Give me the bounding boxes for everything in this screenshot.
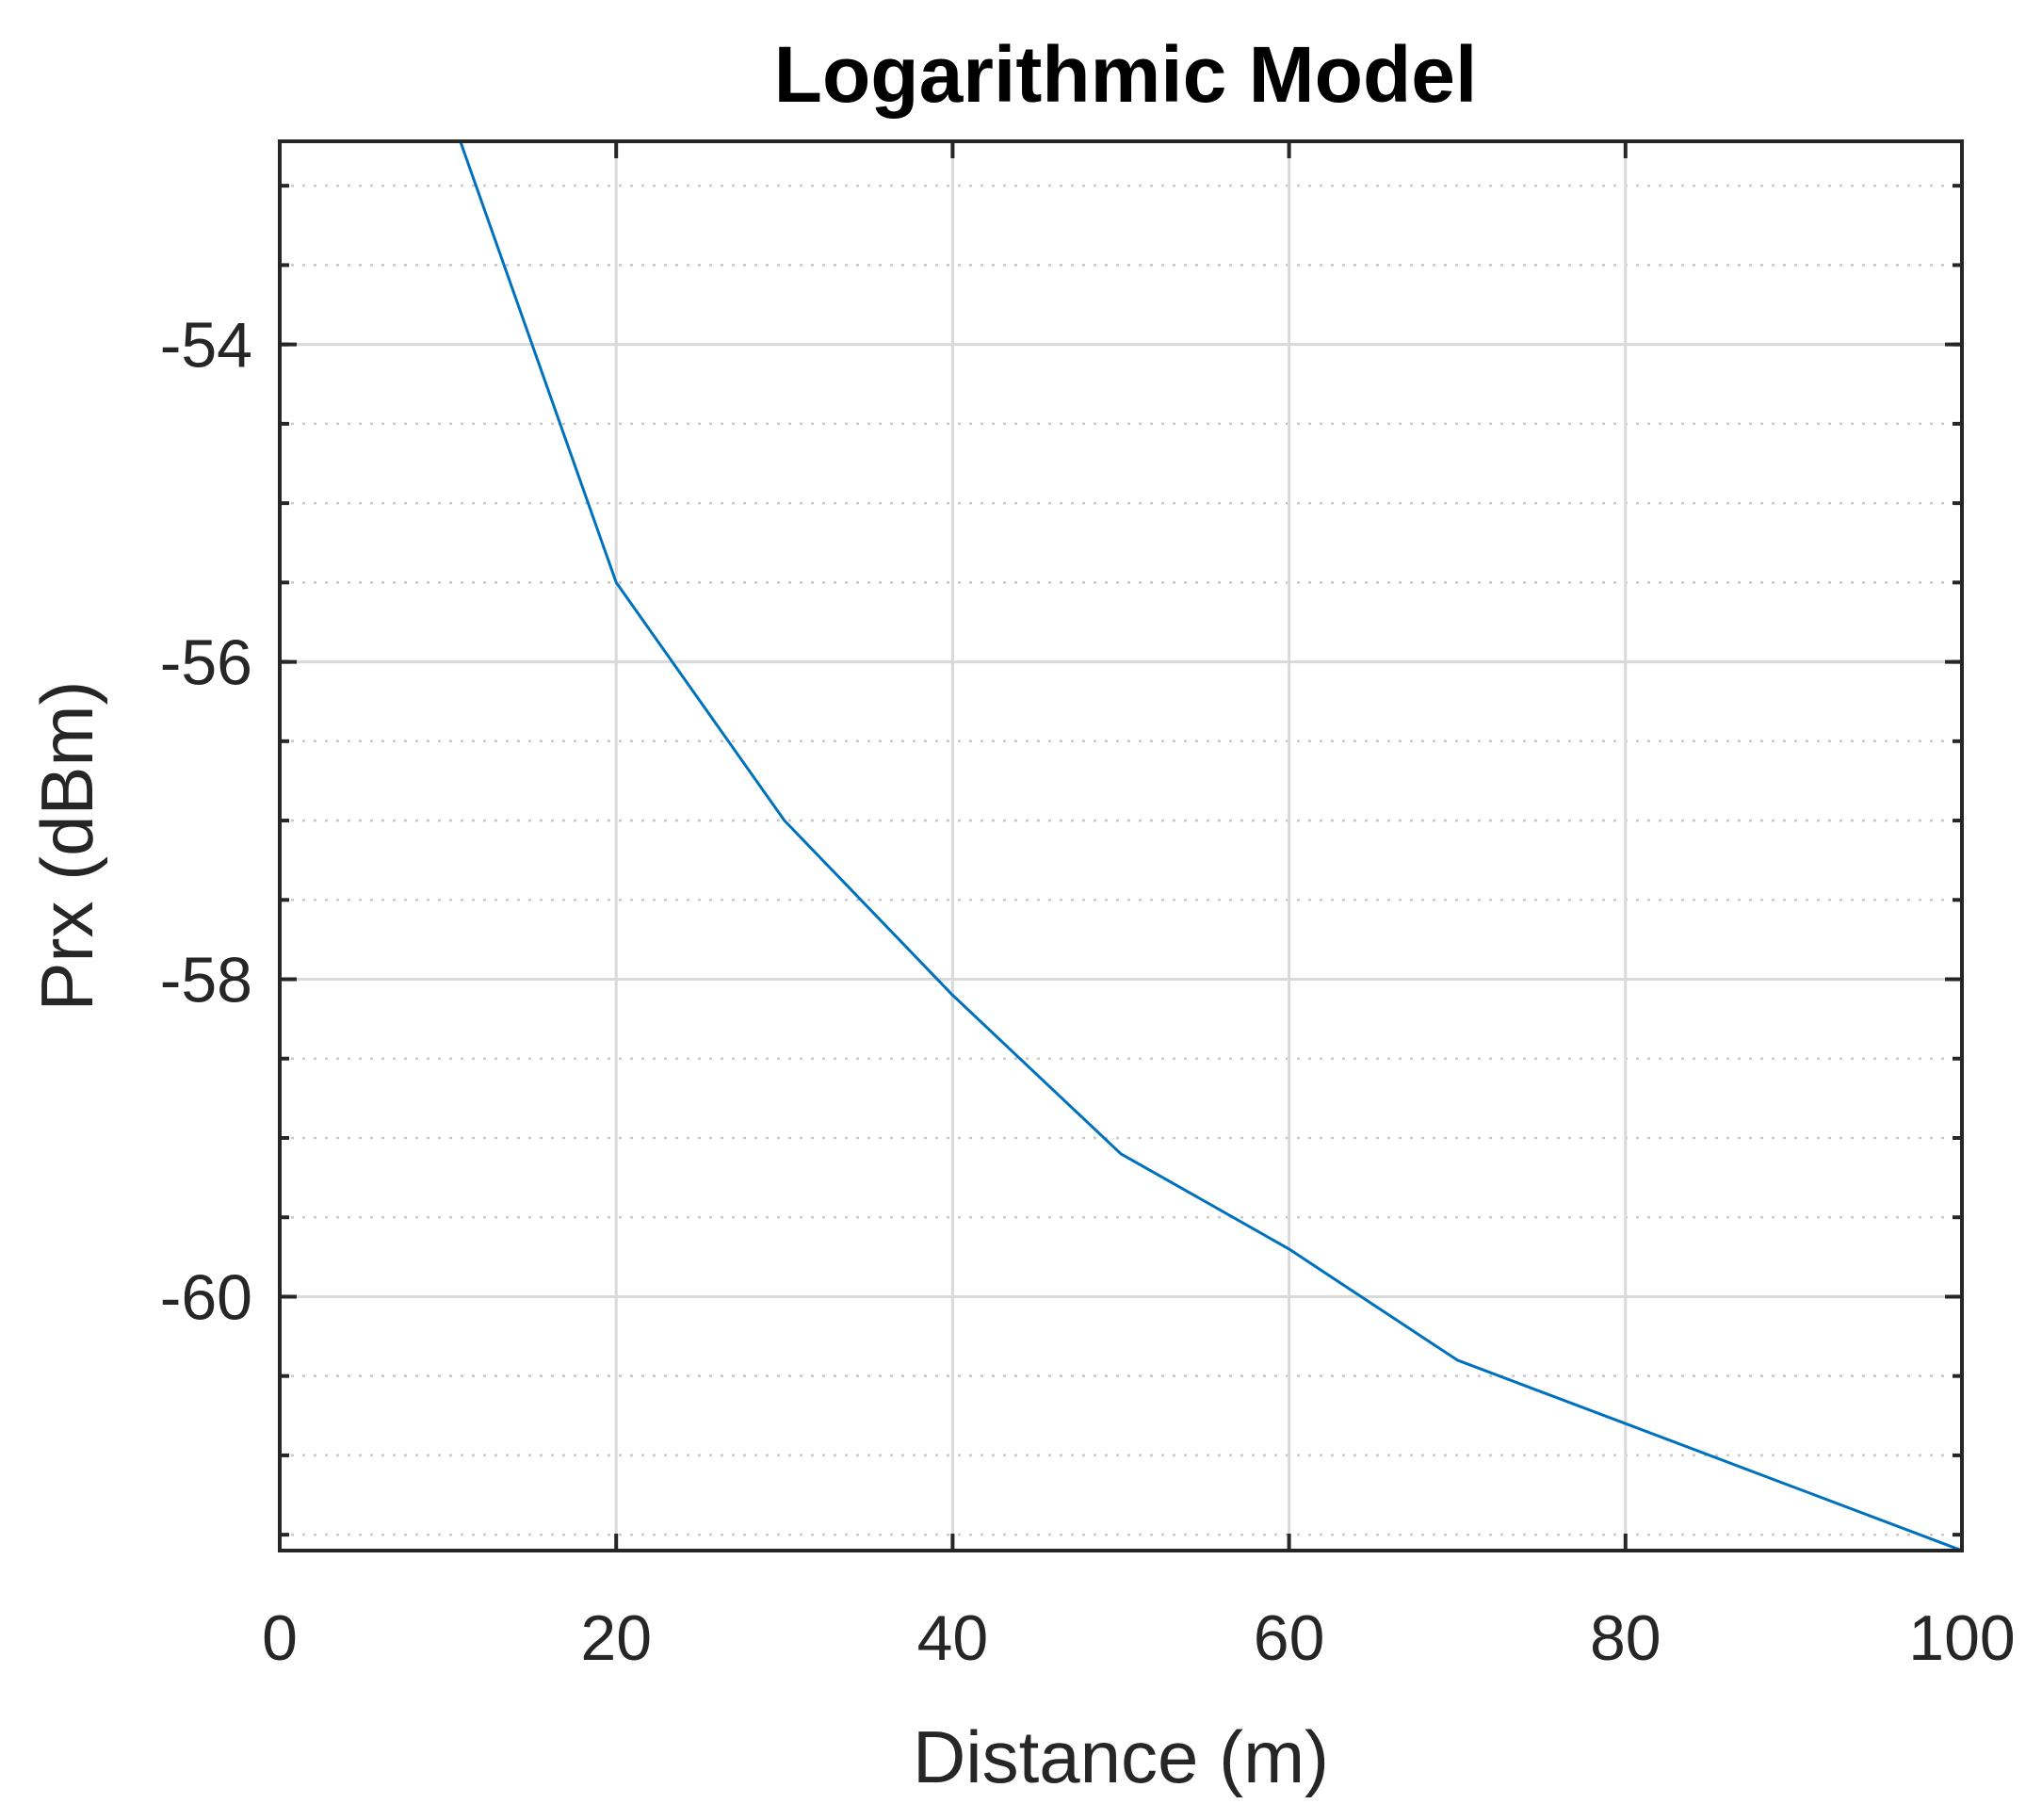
y-tick-label: -56	[160, 627, 252, 699]
chart-title: Logarithmic Model	[774, 30, 1478, 119]
x-tick-label: 20	[580, 1602, 652, 1674]
x-tick-label: 80	[1590, 1602, 1661, 1674]
y-tick-labels: -54 -56 -58 -60	[160, 310, 252, 1334]
y-tick-label: -58	[160, 945, 252, 1016]
x-tick-label: 60	[1254, 1602, 1325, 1674]
series-line-prx	[459, 141, 1962, 1551]
x-tick-labels: 0 20 40 60 80 100	[262, 1602, 2016, 1674]
x-axis-label: Distance (m)	[913, 1715, 1329, 1798]
plot-frame	[278, 139, 1964, 1552]
x-tick-label: 0	[262, 1602, 298, 1674]
x-tick-label: 40	[917, 1602, 989, 1674]
series-layer	[459, 141, 1962, 1551]
y-tick-label: -60	[160, 1261, 252, 1333]
y-tick-label: -54	[160, 310, 252, 382]
y-axis-label: Prx (dBm)	[25, 681, 108, 1012]
axis-ticks	[278, 141, 1964, 1551]
x-tick-label: 100	[1908, 1602, 2015, 1674]
